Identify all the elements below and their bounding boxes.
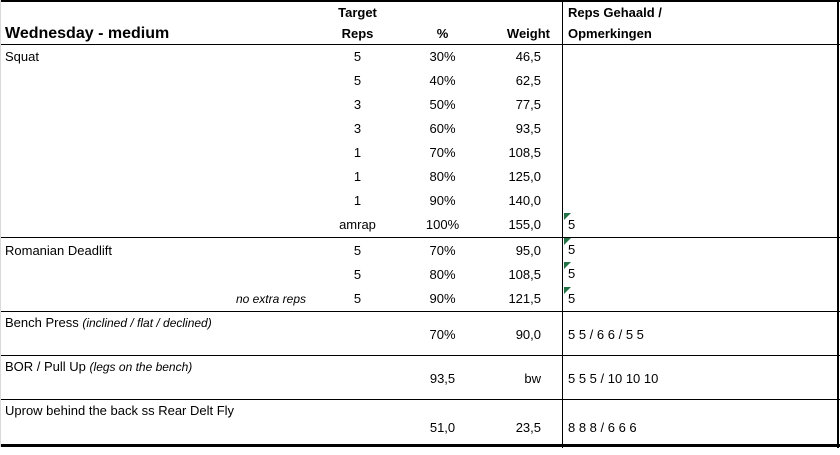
percent-cell[interactable]: 70% — [429, 145, 456, 160]
section-squat: Squat 5 30% 46,5 5 40% 62,5 3 50% 77,5 3… — [0, 45, 840, 237]
exercise-name[interactable]: BOR / Pull Up (legs on the bench) — [5, 359, 193, 374]
percent-cell[interactable]: 80% — [429, 169, 456, 184]
table-row: 1 70% 108,5 — [0, 141, 840, 165]
weight-cell[interactable]: 95,0 — [515, 242, 541, 258]
table-row: 5 40% 62,5 — [0, 69, 840, 93]
table-row: Romanian Deadlift 5 70% 95,0 5 — [0, 238, 840, 262]
weight-cell[interactable]: 23,5 — [515, 420, 541, 435]
reps-achieved-cell[interactable] — [563, 69, 840, 93]
target-reps-cell[interactable]: 5 — [353, 49, 362, 64]
percent-cell[interactable]: 50% — [429, 97, 456, 112]
percent-cell[interactable]: 90% — [429, 291, 456, 307]
page-title: Wednesday - medium — [5, 25, 170, 42]
weight-cell[interactable]: 108,5 — [508, 266, 541, 282]
percent-cell[interactable]: 60% — [429, 121, 456, 136]
col-header-percent: % — [436, 26, 449, 41]
percent-cell[interactable]: 90% — [429, 193, 456, 208]
table-row: Squat 5 30% 46,5 — [0, 45, 840, 69]
target-reps-cell[interactable]: 5 — [353, 242, 362, 258]
reps-achieved-cell[interactable] — [563, 141, 840, 165]
comment-flag-icon — [564, 213, 571, 220]
exercise-name[interactable]: Romanian Deadlift — [5, 242, 112, 258]
weight-cell[interactable]: 155,0 — [508, 217, 541, 232]
section-uprow-rear-delt-fly: Uprow behind the back ss Rear Delt Fly 5… — [0, 399, 840, 447]
target-reps-cell[interactable]: 5 — [353, 291, 362, 307]
reps-achieved-cell[interactable] — [563, 189, 840, 213]
comment-flag-icon — [564, 262, 571, 270]
reps-achieved-cell[interactable] — [563, 45, 840, 69]
exercise-name[interactable]: Bench Press (inclined / flat / declined) — [5, 315, 212, 330]
reps-achieved-cell[interactable]: 8 8 8 / 6 6 6 — [568, 420, 637, 435]
reps-achieved-cell[interactable]: 5 — [563, 213, 840, 237]
right-border — [837, 2, 839, 448]
header-row: Wednesday - medium Target Reps % Weight … — [0, 0, 840, 45]
header-title-cell: Wednesday - medium — [0, 2, 310, 44]
reps-achieved-cell[interactable]: 5 5 / 6 6 / 5 5 — [568, 327, 644, 342]
col-header-reps-achieved: Reps Gehaald / Opmerkingen — [568, 5, 662, 41]
comment-flag-icon — [564, 238, 571, 245]
percent-cell[interactable]: 40% — [429, 73, 456, 88]
percent-cell[interactable]: 30% — [429, 49, 456, 64]
table-row: 5 80% 108,5 5 — [0, 262, 840, 286]
table-row: 1 80% 125,0 — [0, 165, 840, 189]
weight-cell[interactable]: 77,5 — [515, 97, 541, 112]
weight-cell[interactable]: 46,5 — [515, 49, 541, 64]
target-reps-cell[interactable]: 1 — [353, 169, 362, 184]
reps-achieved-cell[interactable]: 5 5 5 / 10 10 10 — [568, 371, 659, 386]
percent-cell[interactable]: 51,0 — [429, 420, 456, 435]
exercise-note: (inclined / flat / declined) — [82, 316, 212, 330]
weight-cell[interactable]: 93,5 — [515, 121, 541, 136]
percent-cell[interactable]: 93,5 — [429, 371, 456, 386]
percent-cell[interactable]: 80% — [429, 266, 456, 282]
weight-cell[interactable]: bw — [524, 371, 541, 386]
reps-achieved-cell[interactable] — [563, 93, 840, 117]
exercise-note: (legs on the bench) — [89, 360, 193, 374]
weight-cell[interactable]: 90,0 — [515, 327, 541, 342]
table-row: 1 90% 140,0 — [0, 189, 840, 213]
table-row: amrap 100% 155,0 5 — [0, 213, 840, 237]
column-divider — [562, 2, 563, 448]
exercise-name[interactable]: Squat — [5, 49, 39, 64]
weight-cell[interactable]: 125,0 — [508, 169, 541, 184]
weight-cell[interactable]: 108,5 — [508, 145, 541, 160]
percent-cell[interactable]: 100% — [425, 217, 460, 232]
reps-achieved-cell[interactable]: 5 — [563, 286, 840, 311]
comment-flag-icon — [564, 286, 571, 294]
weight-cell[interactable]: 62,5 — [515, 73, 541, 88]
target-reps-cell[interactable]: 3 — [353, 97, 362, 112]
percent-cell[interactable]: 70% — [429, 327, 456, 342]
left-gridline — [0, 0, 1, 447]
table-row: 3 50% 77,5 — [0, 93, 840, 117]
col-header-target-reps: Target Reps — [338, 5, 377, 41]
target-reps-cell[interactable]: 5 — [353, 73, 362, 88]
section-bench-press: Bench Press (inclined / flat / declined)… — [0, 311, 840, 355]
table-row: 3 60% 93,5 — [0, 117, 840, 141]
section-romanian-deadlift: Romanian Deadlift 5 70% 95,0 5 5 80% 108… — [0, 237, 840, 311]
weight-cell[interactable]: 121,5 — [508, 291, 541, 307]
reps-achieved-cell[interactable]: 5 — [563, 238, 840, 262]
target-reps-cell[interactable]: 3 — [353, 121, 362, 136]
weight-cell[interactable]: 140,0 — [508, 193, 541, 208]
section-bor-pullup: BOR / Pull Up (legs on the bench) 93,5 b… — [0, 355, 840, 399]
target-reps-cell[interactable]: 1 — [353, 145, 362, 160]
target-reps-cell[interactable]: 5 — [353, 266, 362, 282]
target-reps-cell[interactable]: 1 — [353, 193, 362, 208]
col-header-weight: Weight — [506, 26, 550, 41]
reps-achieved-cell[interactable]: 5 — [563, 262, 840, 286]
exercise-note: no extra reps — [235, 291, 306, 306]
reps-achieved-cell[interactable] — [563, 117, 840, 141]
percent-cell[interactable]: 70% — [429, 242, 456, 258]
exercise-name[interactable]: Uprow behind the back ss Rear Delt Fly — [5, 403, 235, 418]
reps-achieved-cell[interactable] — [563, 165, 840, 189]
target-reps-cell[interactable]: amrap — [339, 217, 376, 232]
table-row: no extra reps 5 90% 121,5 5 — [0, 286, 840, 311]
